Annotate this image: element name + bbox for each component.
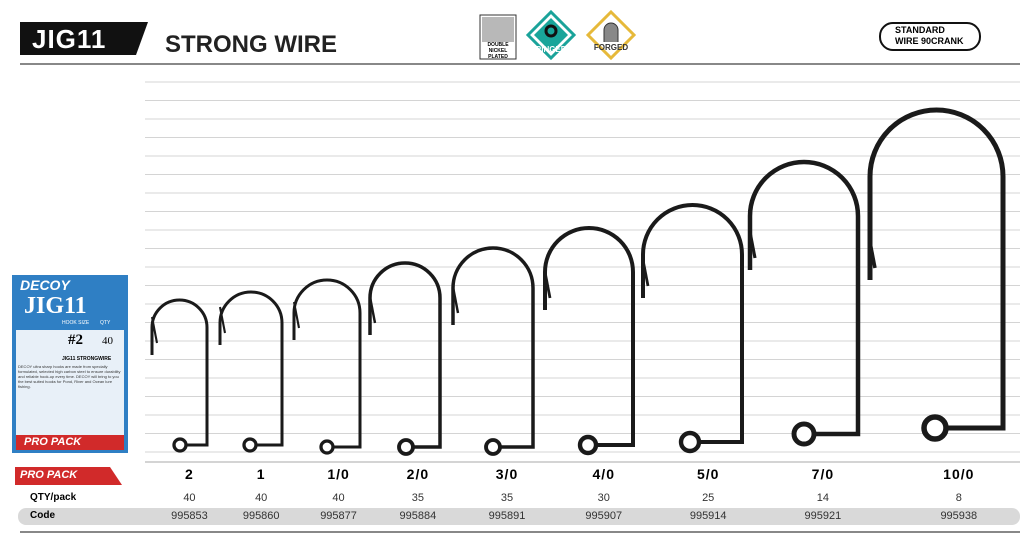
hook-barb [368, 296, 377, 324]
hook [867, 107, 1006, 431]
hook-size: 2/0 [406, 466, 430, 482]
hook-barb [868, 241, 877, 269]
row-label: Code [30, 510, 55, 521]
hook [543, 226, 635, 447]
package-model: JIG11 [24, 293, 87, 319]
wire-pill [879, 22, 981, 51]
hook [150, 298, 209, 447]
title: STRONG WIRE [165, 31, 337, 58]
hook-size: 7/0 [811, 466, 835, 482]
row-value: 995907 [585, 510, 623, 522]
hook-eye [397, 438, 415, 456]
hook-size: 1 [256, 466, 266, 482]
hook [218, 290, 284, 447]
package-size: #2 [68, 332, 83, 348]
badge-ringed: RINGED [535, 45, 567, 54]
hook [451, 246, 535, 449]
hook-size: 1/0 [327, 466, 350, 482]
hook-eye [484, 438, 502, 456]
hook-eye [791, 421, 817, 447]
row-value: 995891 [488, 510, 526, 522]
row-value: 25 [702, 492, 715, 504]
row-value: 995884 [399, 510, 437, 522]
package-qty: 40 [102, 335, 113, 347]
hook-eye [577, 434, 599, 456]
plated-swatch [482, 17, 514, 42]
row-value: 995877 [320, 510, 357, 522]
hook-barb [451, 286, 460, 314]
hook-size: 10/0 [943, 466, 975, 482]
hook-eye [921, 414, 949, 442]
package-qty-label: QTY [100, 320, 111, 326]
hook-barb [641, 259, 650, 287]
package-size-label: HOOK SIZE [62, 320, 90, 326]
row-value: 8 [955, 492, 962, 504]
ringed-icon [544, 24, 558, 38]
row-value: 40 [255, 492, 268, 504]
row-value: 995938 [940, 510, 978, 522]
row-value: 995853 [171, 510, 208, 522]
package-pack: PRO PACK [24, 436, 82, 448]
row-value: 40 [332, 492, 345, 504]
hook-eye [242, 437, 258, 453]
wire-type: STANDARD WIRE 90CRANK [895, 25, 964, 46]
row-value: 35 [411, 492, 425, 504]
hook-eye [319, 439, 335, 455]
model-tab [20, 22, 148, 55]
pro-pack-badge [15, 467, 122, 485]
row-value: 995914 [689, 510, 727, 522]
code-row-bg [18, 508, 1020, 525]
row-value: 14 [816, 492, 830, 504]
badge-plated: DOUBLE NICKEL PLATED [487, 42, 509, 60]
hook-eye [172, 437, 188, 453]
hook [292, 278, 362, 449]
package-band [16, 435, 124, 450]
row-value: 30 [597, 492, 610, 504]
row-value: 995860 [242, 510, 280, 522]
hook-eye [678, 430, 702, 454]
hook-barb [150, 316, 159, 344]
forged-icon [603, 22, 619, 42]
row-value: 995921 [804, 510, 842, 522]
package-panel [16, 330, 124, 435]
hook-size: 5/0 [696, 466, 720, 482]
hook-size: 4/0 [592, 466, 615, 482]
hook-size: 3/0 [495, 466, 519, 482]
row-value: 40 [183, 492, 196, 504]
model: JIG11 [32, 24, 107, 54]
hook-barb [218, 306, 227, 334]
hook [641, 203, 744, 444]
pro-pack: PRO PACK [20, 469, 78, 481]
row-label: QTY/pack [30, 492, 77, 503]
hook [368, 261, 442, 449]
package-name: JIG11 STRONGWIRE [62, 356, 112, 362]
hook [747, 159, 861, 437]
hook-barb [292, 301, 301, 329]
hook-size: 2 [185, 466, 194, 482]
badge-forged: FORGED [593, 43, 629, 52]
package-brand: DECOY [20, 277, 70, 293]
package-description: DECOY ultra sharp hooks are made from sp… [18, 364, 121, 389]
row-value: 35 [500, 492, 514, 504]
hook-barb [748, 231, 757, 259]
hook-barb [543, 271, 552, 299]
